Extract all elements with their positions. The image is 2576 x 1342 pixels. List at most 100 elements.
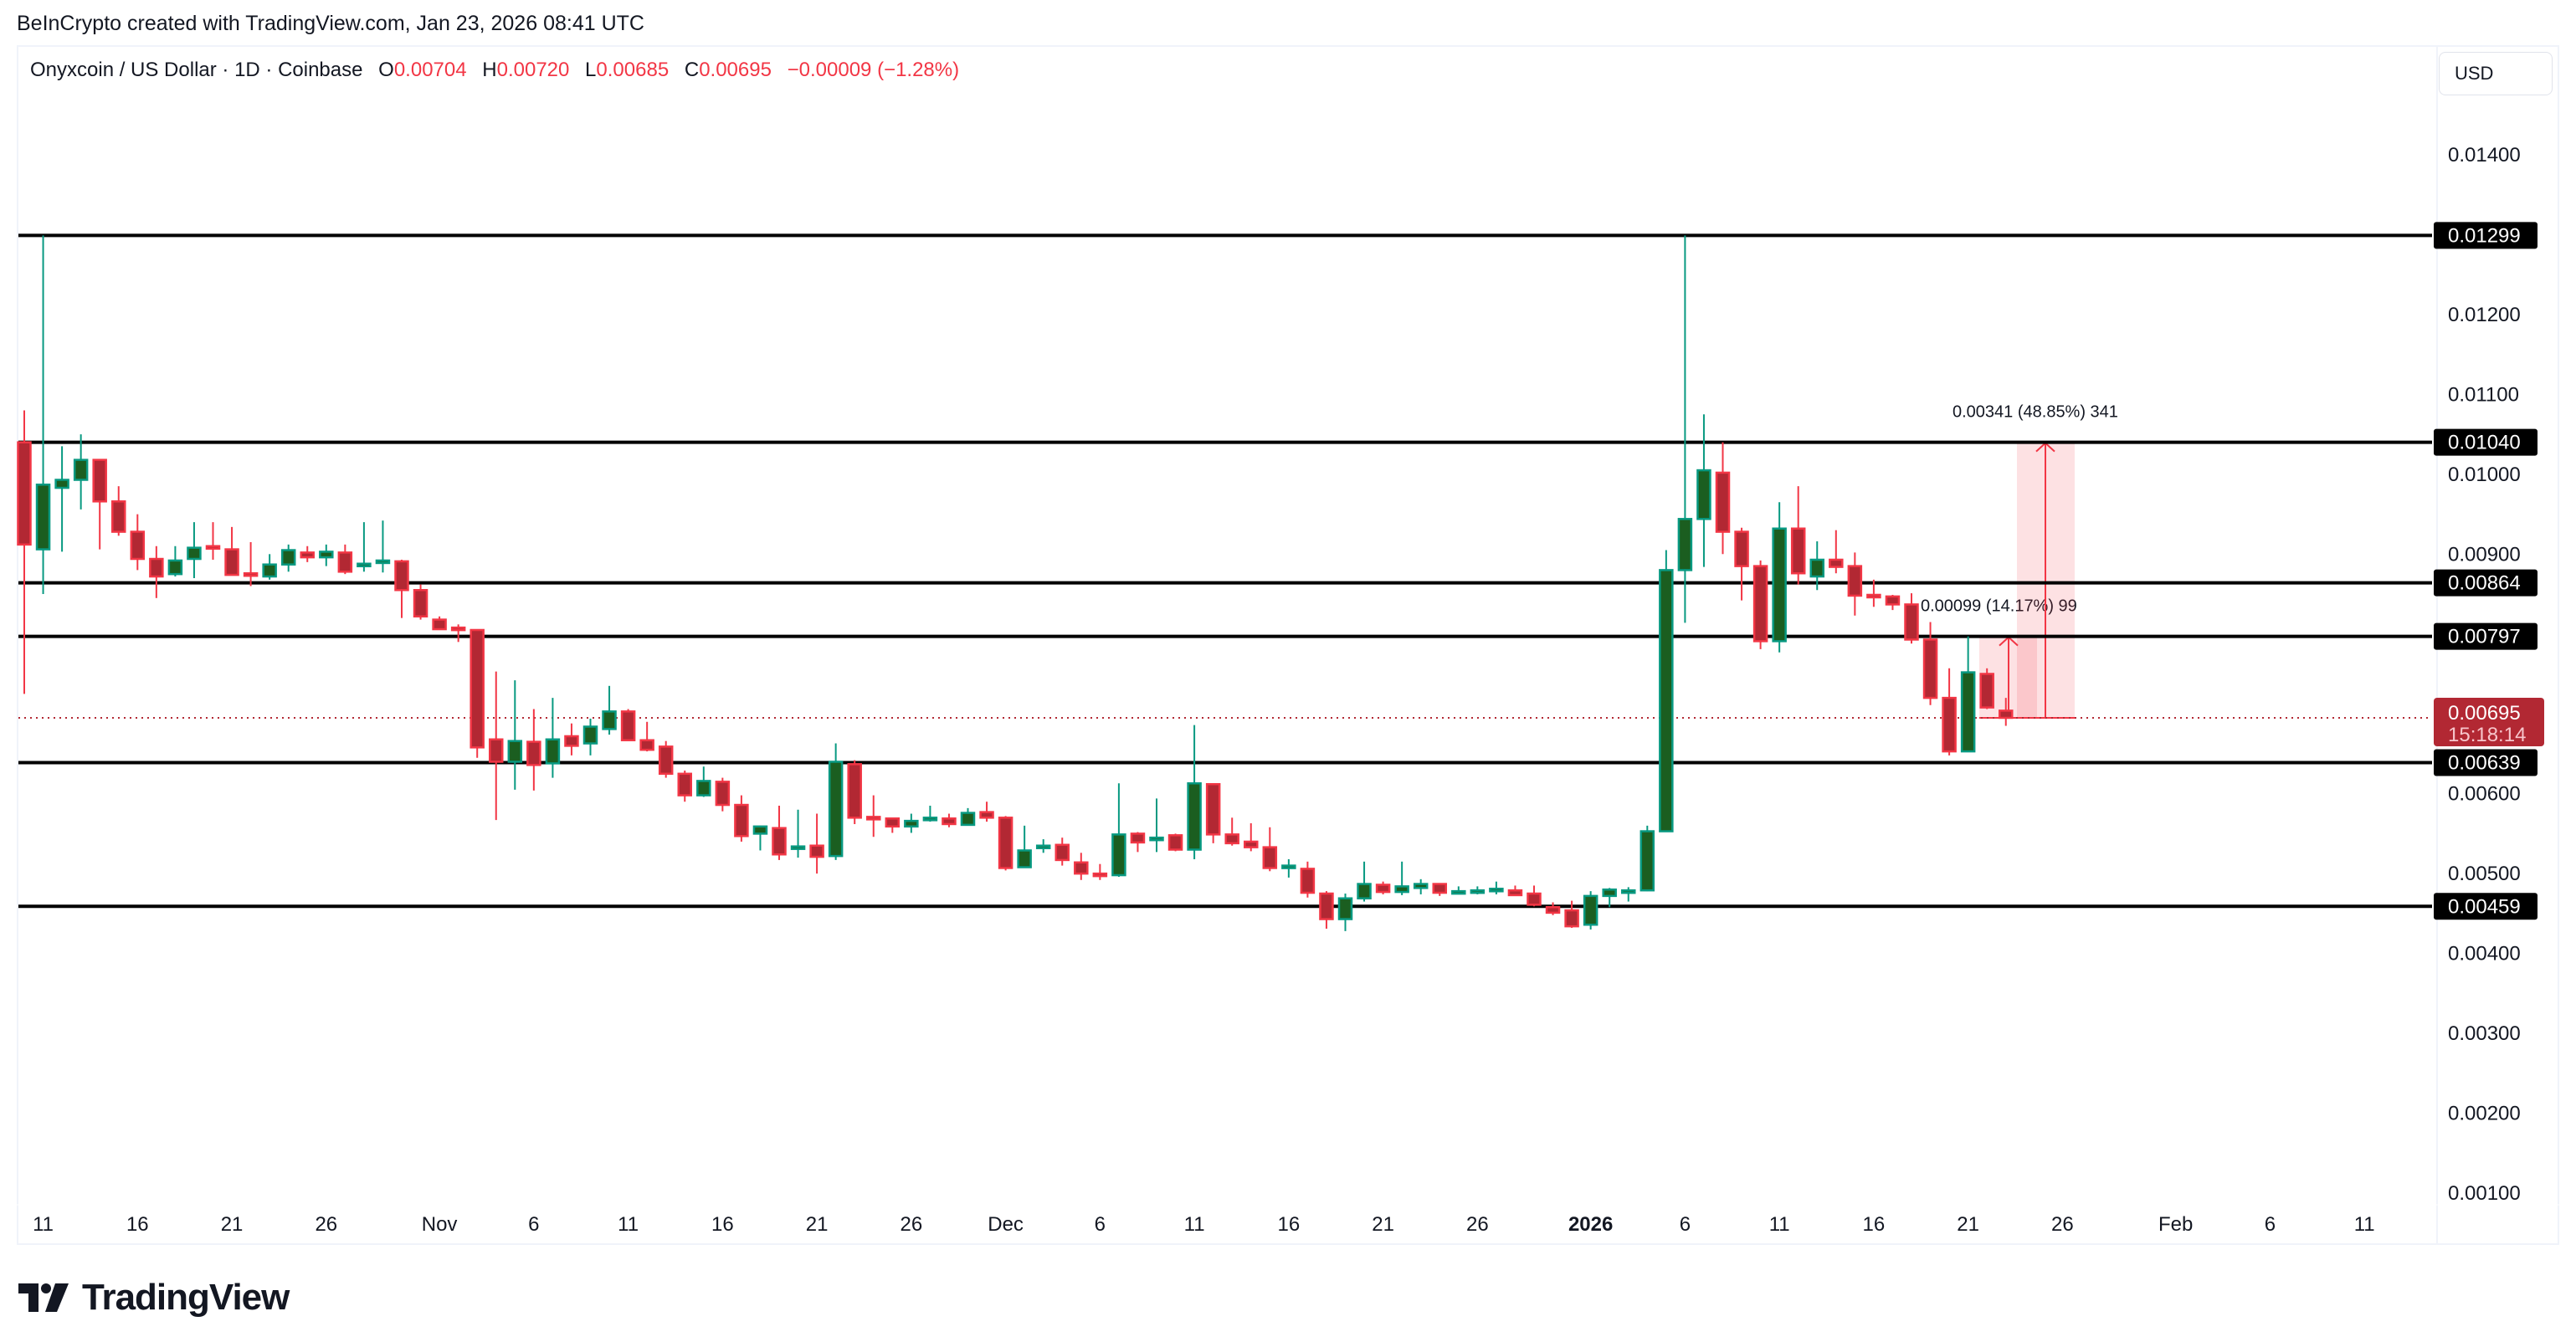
candle-down (450, 624, 466, 643)
candle-down (1224, 817, 1239, 846)
tradingview-logo[interactable]: TradingView (18, 1277, 290, 1319)
candle-body (73, 458, 89, 481)
candle-up (167, 546, 183, 577)
candle-body (1772, 527, 1787, 643)
candle-body (1451, 889, 1466, 895)
candle-body (1734, 530, 1749, 567)
symbol-legend: Onyxcoin / US Dollar · 1D · Coinbase O0.… (30, 59, 959, 82)
candle-up (35, 235, 51, 595)
level-price-tag: 0.01299 (2434, 222, 2538, 249)
candle-body (17, 441, 32, 546)
candle-body (1677, 518, 1693, 571)
candle-body (357, 562, 372, 568)
candle-up (1394, 861, 1409, 895)
time-tick-label: 6 (1680, 1213, 1691, 1236)
candle-down (564, 723, 579, 756)
candle-down (772, 805, 787, 860)
candle-body (790, 845, 806, 850)
candle-body (375, 559, 391, 565)
candle-body (35, 483, 51, 551)
price-range-measure[interactable]: 0.00341 (48.85%) 341 (1953, 403, 2118, 719)
measure-label: 0.00099 (14.17%) 99 (1921, 597, 2077, 616)
candle-body (1035, 844, 1051, 849)
candle-up (582, 718, 598, 756)
candle-down (17, 410, 32, 694)
tradingview-wordmark: TradingView (82, 1277, 290, 1318)
close-label: C (684, 59, 700, 81)
price-tick-label: 0.01000 (2448, 464, 2521, 486)
time-tick-label: Feb (2158, 1213, 2193, 1236)
candle-body (1602, 888, 1617, 898)
candle-down (677, 770, 692, 802)
candle-up (602, 685, 617, 735)
candle-body (885, 817, 901, 828)
time-tick-label: 16 (711, 1213, 734, 1236)
symbol-title[interactable]: Onyxcoin / US Dollar · 1D · Coinbase (30, 59, 363, 81)
candle-body (243, 571, 259, 577)
price-tick-label: 0.00300 (2448, 1022, 2521, 1045)
candle-up (280, 544, 296, 572)
candle-body (130, 530, 146, 561)
candle-down (1074, 853, 1089, 880)
candle-body (1205, 782, 1221, 836)
candle-down (394, 559, 409, 618)
candle-body (1074, 861, 1089, 875)
candle-body (1790, 527, 1806, 575)
candle-up (1451, 886, 1466, 895)
price-axis[interactable]: 0.01400 0.01200 0.01100 0.01000 0.00900 0.006… (2436, 45, 2521, 1245)
chart-frame[interactable] (17, 45, 2559, 1245)
candle-body (1432, 883, 1447, 894)
time-tick-label: 21 (1957, 1213, 1979, 1236)
candle-body (1017, 849, 1032, 868)
level-tag-label: 0.01299 (2448, 224, 2521, 247)
candle-up (1187, 725, 1202, 859)
candle-up (73, 434, 89, 510)
candle-body (1979, 673, 1994, 709)
candle-up (1960, 636, 1976, 753)
time-tick-label: 21 (1372, 1213, 1394, 1236)
level-tag-label: 0.00639 (2448, 751, 2521, 774)
candle-body (1507, 889, 1523, 897)
candle-body (639, 739, 654, 751)
candle-body (224, 548, 239, 576)
currency-button[interactable]: USD (2439, 52, 2553, 95)
candle-down (1507, 885, 1523, 897)
candle-down (1205, 782, 1221, 843)
candle-down (1432, 883, 1447, 896)
level-price-tag: 0.00797 (2434, 622, 2538, 650)
close-value: 0.00695 (699, 59, 772, 81)
horizontal-levels[interactable] (18, 233, 2432, 909)
candle-down (1130, 832, 1146, 853)
candle-up (1677, 235, 1693, 623)
price-tick-label: 0.00900 (2448, 543, 2521, 566)
candle-down (130, 514, 146, 571)
time-tick-label: 11 (2354, 1213, 2375, 1236)
candle-body (319, 551, 334, 559)
price-tick-label: 0.00200 (2448, 1103, 2521, 1125)
candle-up (1696, 414, 1711, 567)
candle-body (92, 458, 107, 503)
time-tick-label: 21 (221, 1213, 244, 1236)
time-axis[interactable]: 11 16 21 26 Nov 6 11 16 21 26 Dec 6 11 16 21 26 2026 6 11 1… (17, 1204, 2559, 1236)
candle-body (1470, 889, 1486, 894)
candle-up (1583, 891, 1598, 930)
level-price-tag: 0.01040 (2434, 428, 2538, 456)
time-tick-label: 16 (126, 1213, 149, 1236)
candle-body (507, 740, 523, 763)
candle-body (1752, 565, 1768, 643)
candle-down (734, 795, 749, 842)
candle-body (187, 546, 202, 561)
candle-down (1527, 885, 1542, 907)
candle-down (1244, 823, 1259, 852)
candle-up (1809, 541, 1824, 591)
level-tag-bg (2434, 749, 2538, 776)
level-tag-bg (2434, 893, 2538, 920)
candle-up (1602, 888, 1617, 908)
candle-up (1357, 861, 1372, 902)
time-tick-label: 6 (2265, 1213, 2276, 1236)
measure-annotations[interactable]: 0.00099 (14.17%) 99 0.00341 (48.85%) 341 (1921, 403, 2118, 719)
candle-down (337, 544, 353, 575)
open-value: 0.00704 (393, 59, 467, 81)
